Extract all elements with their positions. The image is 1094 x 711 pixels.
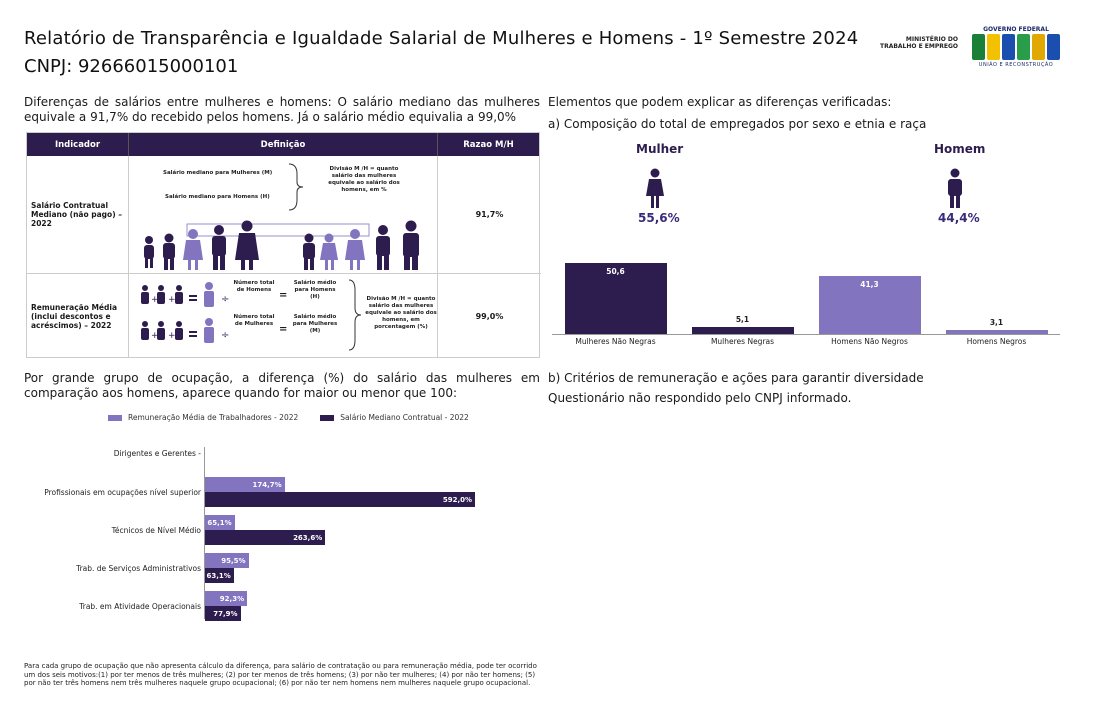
composition-bar-value: 5,1 [735, 314, 750, 324]
occupation-bar [205, 530, 326, 545]
brace-icon [288, 163, 304, 211]
occupation-text: Por grande grupo de ocupação, a diferenç… [24, 371, 540, 400]
criteria-text: Questionário não respondido pelo CNPJ in… [548, 391, 852, 405]
composition-category-label: Mulheres Não Negras [575, 337, 656, 346]
occupation-bar [205, 515, 235, 530]
svg-text:+: + [168, 295, 176, 305]
table-row-1-indicator: Salário Contratual Mediano (não pago) – … [27, 156, 129, 274]
occupation-bar [205, 553, 249, 568]
occupation-category-label: Dirigentes e Gerentes - [113, 449, 201, 458]
composition-category-label: Homens Negros [966, 337, 1027, 346]
brace-icon [348, 279, 362, 351]
composition-subheading: a) Composição do total de empregados por… [548, 117, 927, 131]
occupation-category-label: Trab. em Atividade Operacionais [79, 602, 201, 611]
occupation-bar-value: 592,0% [442, 496, 472, 504]
def-note-2: Divisão M /H = quanto salário das mulher… [365, 296, 437, 330]
men-percent: 44,4% [938, 211, 980, 225]
composition-bar-value: 41,3 [860, 280, 879, 290]
occupation-category-label: Trab. de Serviços Administrativos [76, 564, 201, 573]
ministry-logo-text: MINISTÉRIO DO TRABALHO E EMPREGO [879, 36, 958, 50]
avg-men-label: Salário médio para Mulheres (M) [292, 314, 338, 334]
intro-text: Diferenças de salários entre mulheres e … [24, 95, 540, 124]
people-figures-icon [144, 220, 419, 270]
table-row-2-ratio: 99,0% [475, 311, 504, 321]
table-row-1-ratio: 91,7% [438, 156, 541, 274]
brasil-logo-icon [972, 34, 1060, 60]
composition-bar-value: 50,6 [606, 267, 625, 277]
equals-sign-icon: = [279, 324, 288, 335]
table-header-ratio: Razao M/H [438, 133, 539, 156]
occupation-bar-value: 63,1% [206, 572, 231, 580]
total-women-label: Número total de Homens [233, 280, 275, 293]
page-title: Relatório de Transparência e Igualdade S… [24, 28, 859, 49]
women-percent: 55,6% [638, 211, 680, 225]
composition-chart-baseline [552, 334, 1060, 335]
legend-label-median: Salário Mediano Contratual - 2022 [340, 413, 469, 422]
people-sum-icon: + + + + ÷ ÷ [141, 282, 229, 343]
occupation-chart-axis [204, 447, 205, 619]
svg-text:÷: ÷ [221, 330, 229, 341]
gov-bottom-text: UNIÃO E RECONSTRUÇÃO [978, 62, 1054, 68]
criteria-heading: b) Critérios de remuneração e ações para… [548, 371, 924, 385]
occupation-bar [205, 492, 475, 507]
salary-table: Indicador Definição Razao M/H Salário Co… [26, 132, 541, 358]
svg-text:+: + [151, 295, 159, 305]
cnpj-label: CNPJ: 92666015000101 [24, 56, 239, 77]
women-label: Mulher [636, 142, 684, 156]
svg-text:+: + [168, 331, 176, 341]
occupation-bar-value: 65,1% [207, 519, 232, 527]
table-row-1-definition: Salário mediano para Mulheres (M) Salári… [129, 156, 438, 274]
composition-bar [691, 326, 794, 334]
composition-bar [818, 276, 921, 334]
svg-text:+: + [151, 331, 159, 341]
def-women-median: Salário mediano para Mulheres (M) [163, 170, 273, 176]
man-icon [948, 168, 962, 208]
woman-icon [646, 168, 664, 208]
legend-label-remuneration: Remuneração Média de Trabalhadores - 202… [128, 413, 299, 422]
occupation-bar-value: 95,5% [221, 557, 246, 565]
svg-text:÷: ÷ [221, 294, 229, 305]
occupation-bar-value: 77,9% [213, 610, 238, 618]
def-men-median: Salário mediano para Homens (H) [165, 194, 270, 200]
gov-top-text: GOVERNO FEDERAL [983, 26, 1049, 33]
table-row-2-definition: + + + + ÷ ÷ Número total de Homens Númer… [129, 274, 438, 358]
occupation-bar-value: 92,3% [219, 595, 245, 603]
occupation-bar-value: 174,7% [252, 481, 282, 489]
footnote: Para cada grupo de ocupação que não apre… [24, 662, 537, 687]
equals-sign-icon: = [279, 290, 288, 301]
occupation-bar-value: 263,6% [293, 534, 323, 542]
table-header-definition: Definição [129, 133, 438, 156]
men-label: Homem [934, 142, 986, 156]
legend-swatch-remuneration [108, 414, 122, 421]
avg-women-label: Salário médio para Homens (H) [293, 280, 337, 300]
composition-category-label: Mulheres Negras [710, 337, 775, 346]
legend-swatch-median [320, 414, 335, 421]
def-note-1: Divisão M /H = quanto salário das mulher… [328, 166, 400, 193]
occupation-bar [205, 477, 285, 492]
occupation-legend: Remuneração Média de Trabalhadores - 202… [108, 413, 469, 422]
table-row-2-indicator: Remuneração Média (inclui descontos e ac… [27, 274, 129, 358]
occupation-category-label: Profissionais em ocupações nível superio… [44, 488, 201, 497]
occupation-bar [205, 568, 234, 583]
occupation-category-label: Técnicos de Nível Médio [111, 526, 201, 535]
gov-federal-logo: GOVERNO FEDERAL UNIÃO E RECONSTRUÇÃO [968, 26, 1064, 72]
composition-heading: Elementos que podem explicar as diferenç… [548, 95, 892, 109]
occupation-bar [205, 591, 248, 606]
total-men-label: Número total de Mulheres [233, 314, 275, 327]
occupation-bar [205, 606, 241, 621]
composition-category-label: Homens Não Negros [831, 337, 908, 346]
composition-bar [564, 263, 667, 334]
composition-bar-value: 3,1 [989, 317, 1004, 327]
table-header-indicator: Indicador [27, 133, 129, 156]
